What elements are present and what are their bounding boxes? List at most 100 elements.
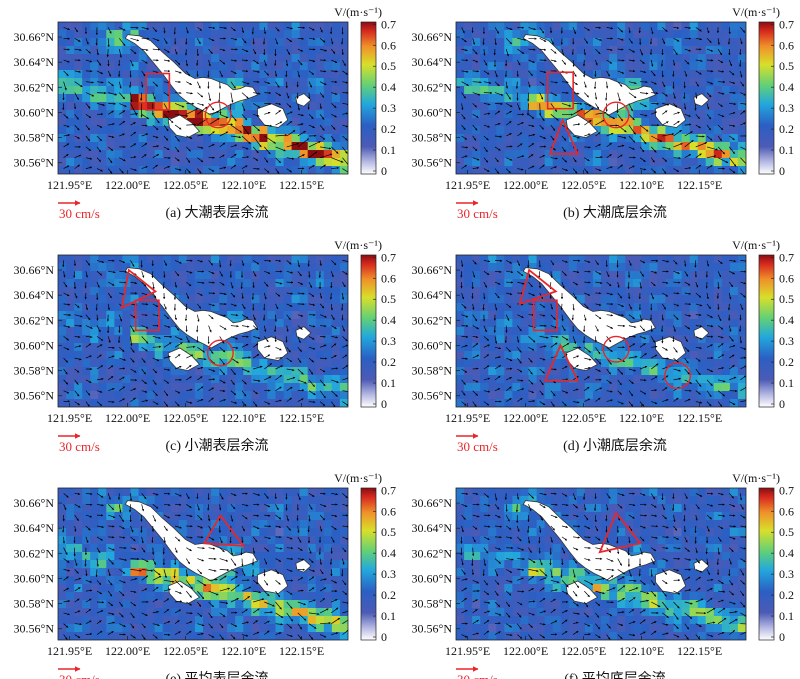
speed-cell xyxy=(66,608,75,617)
plot-frame xyxy=(57,21,349,175)
speed-cell xyxy=(138,118,148,127)
speed-cell xyxy=(98,568,107,577)
speed-cell xyxy=(291,616,301,625)
speed-cell xyxy=(315,46,325,55)
speed-cell xyxy=(512,263,522,272)
speed-cell xyxy=(641,70,650,79)
speed-cell xyxy=(665,38,675,47)
current-vector xyxy=(241,92,249,99)
speed-cell xyxy=(576,287,586,296)
speed-cell xyxy=(512,271,522,280)
speed-cell xyxy=(219,367,228,376)
current-vector xyxy=(264,111,271,115)
speed-cell xyxy=(697,255,707,264)
speed-cell xyxy=(323,46,333,55)
speed-cell xyxy=(82,359,91,368)
speed-cell xyxy=(74,86,83,95)
speed-cell xyxy=(98,62,107,71)
speed-cell xyxy=(122,126,132,135)
speed-cell xyxy=(291,584,301,593)
speed-cell xyxy=(130,102,140,111)
speed-cell xyxy=(520,38,530,47)
speed-cell xyxy=(697,311,707,320)
speed-cell xyxy=(737,46,746,55)
speed-cell xyxy=(299,632,309,640)
speed-cell xyxy=(536,150,546,159)
speed-cell xyxy=(737,303,746,312)
speed-cell xyxy=(331,86,341,95)
speed-cell xyxy=(665,150,675,159)
speed-cell xyxy=(283,311,293,320)
speed-cell xyxy=(219,383,228,392)
speed-cell xyxy=(512,375,522,384)
speed-cell xyxy=(114,30,124,39)
speed-cell xyxy=(283,158,293,167)
speed-cell xyxy=(251,544,260,553)
speed-cell xyxy=(496,158,505,167)
speed-cell xyxy=(657,86,667,95)
speed-cell xyxy=(488,279,497,288)
current-vector xyxy=(606,113,615,120)
speed-cell xyxy=(178,624,188,633)
speed-cell xyxy=(203,287,212,296)
speed-cell xyxy=(729,94,739,103)
speed-cell xyxy=(299,263,309,272)
speed-cell xyxy=(251,62,260,71)
speed-cell xyxy=(315,263,325,272)
speed-cell xyxy=(528,126,538,135)
speed-cell xyxy=(98,624,107,633)
speed-cell xyxy=(251,110,260,119)
current-vector xyxy=(572,157,577,163)
speed-cell xyxy=(267,592,277,601)
speed-cell xyxy=(464,86,473,95)
speed-cell xyxy=(307,496,317,505)
speed-cell xyxy=(299,488,309,497)
speed-cell xyxy=(689,295,699,304)
current-vector xyxy=(253,103,261,108)
speed-cell xyxy=(251,624,260,633)
speed-cell xyxy=(291,295,301,304)
speed-cell xyxy=(194,70,204,79)
speed-cell xyxy=(689,311,699,320)
speed-cell xyxy=(480,383,489,392)
current-vector xyxy=(550,114,559,121)
speed-cell xyxy=(138,255,148,264)
speed-cell xyxy=(106,375,115,384)
speed-cell xyxy=(673,70,683,79)
current-vector xyxy=(274,314,277,322)
speed-cell xyxy=(146,142,156,151)
speed-cell xyxy=(74,150,83,159)
x-tick-label: 122.15°E xyxy=(279,178,324,192)
speed-cell xyxy=(512,150,522,159)
speed-cell xyxy=(689,78,699,87)
speed-cell xyxy=(339,62,348,71)
speed-cell xyxy=(568,399,578,407)
speed-cell xyxy=(74,110,83,119)
speed-cell xyxy=(737,383,746,392)
current-vector xyxy=(472,135,477,141)
speed-cell xyxy=(275,391,285,400)
speed-cell xyxy=(456,46,465,55)
speed-cell xyxy=(339,22,348,31)
speed-cell xyxy=(178,375,188,384)
current-vector xyxy=(561,135,567,141)
speed-cell xyxy=(504,38,513,47)
speed-cell xyxy=(98,303,107,312)
current-vector xyxy=(141,59,148,64)
current-vector xyxy=(516,59,521,66)
speed-cell xyxy=(194,118,204,127)
speed-cell xyxy=(194,295,204,304)
y-tick-label: 30.58°N xyxy=(14,364,55,378)
speed-cell xyxy=(122,142,132,151)
speed-cell xyxy=(331,110,341,119)
speed-cell xyxy=(464,166,473,174)
speed-cell xyxy=(536,102,546,111)
speed-cell xyxy=(544,158,554,167)
current-vector xyxy=(119,38,126,47)
speed-cell xyxy=(299,46,309,55)
speed-cell xyxy=(609,158,618,167)
speed-cell xyxy=(251,118,260,127)
current-vector xyxy=(219,113,229,119)
speed-cell xyxy=(66,158,75,167)
speed-cell xyxy=(251,311,260,320)
